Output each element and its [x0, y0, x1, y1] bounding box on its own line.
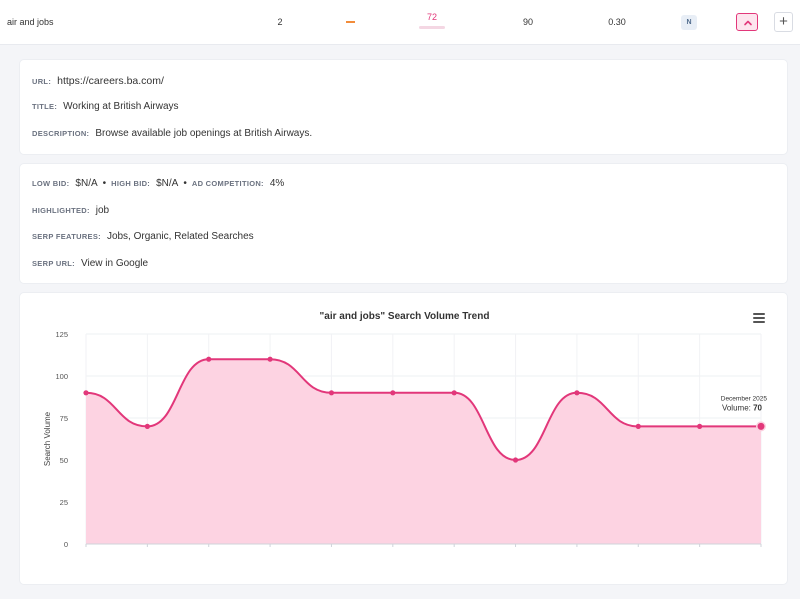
y-axis-title: Search Volume: [43, 411, 52, 466]
cpc-value: 0.30: [608, 17, 626, 27]
page-info-card: URL: https://careers.ba.com/ TITLE: Workin…: [19, 59, 788, 155]
collapse-button[interactable]: [736, 13, 758, 31]
keyword-text[interactable]: air and jobs: [7, 17, 54, 27]
title-line: TITLE: Working at British Airways: [32, 101, 179, 112]
bids-line: LOW BID: $N/A • HIGH BID: $N/A • AD COMPETITIO…: [32, 178, 284, 189]
low-bid-label: LOW BID:: [32, 179, 70, 188]
title-value: Working at British Airways: [63, 101, 179, 112]
data-point: [328, 390, 335, 396]
y-tick-label: 75: [60, 414, 68, 423]
ad-competition-value: 4%: [269, 178, 285, 189]
add-button[interactable]: +: [774, 12, 793, 32]
y-tick-label: 125: [55, 330, 68, 339]
view-in-google-link[interactable]: View in Google: [80, 258, 149, 269]
trend-chart-card: "air and jobs" Search Volume Trend 0 25 50…: [19, 292, 788, 585]
data-point: [267, 356, 273, 362]
position-value: 2: [277, 17, 283, 27]
url-line: URL: https://careers.ba.com/: [32, 75, 164, 87]
keyword-row: air and jobs 2 72 90 0.30 N +: [0, 0, 800, 45]
data-point: [635, 423, 641, 429]
title-label: TITLE:: [32, 102, 58, 111]
description-value: Browse available job openings at British…: [95, 128, 313, 139]
y-tick-label: 50: [60, 456, 68, 465]
description-label: DESCRIPTION:: [32, 129, 90, 138]
serp-features-value: Jobs, Organic, Related Searches: [106, 231, 254, 242]
change-dash: [346, 21, 355, 23]
serp-url-label: SERP URL:: [32, 259, 75, 268]
low-bid-value: $N/A: [75, 178, 98, 189]
data-point: [757, 422, 765, 430]
separator-dot: •: [102, 178, 107, 189]
data-point: [83, 390, 89, 396]
data-point: [144, 423, 150, 429]
highlighted-label: HIGHLIGHTED:: [32, 206, 90, 215]
data-point: [451, 390, 457, 396]
url-label: URL:: [32, 77, 52, 86]
kd-value: 72: [426, 12, 437, 22]
series-area: [86, 359, 761, 544]
serp-url-line: SERP URL: View in Google: [32, 258, 148, 269]
high-bid-value: $N/A: [156, 178, 179, 189]
y-tick-label: 25: [60, 498, 68, 507]
hamburger-menu-icon[interactable]: [753, 313, 765, 323]
highlighted-value: job: [95, 205, 110, 216]
tooltip-label: December 2025: [721, 395, 768, 402]
series-line: [85, 358, 761, 462]
highlighted-line: HIGHLIGHTED: job: [32, 205, 109, 216]
data-point: [206, 356, 212, 362]
serp-features-label: SERP FEATURES:: [32, 232, 101, 241]
plus-icon: +: [779, 13, 788, 30]
trend-chart: 0 25 50 75 100 125 Search Volume December 2025V…: [43, 330, 768, 549]
url-value[interactable]: https://careers.ba.com/: [57, 75, 164, 87]
y-tick-label: 100: [55, 372, 68, 381]
kd-bar: [419, 26, 445, 29]
serp-features-line: SERP FEATURES: Jobs, Organic, Related Sea…: [32, 231, 254, 242]
ad-competition-label: AD COMPETITION:: [191, 179, 264, 188]
chart-title: "air and jobs" Search Volume Trend: [319, 311, 490, 322]
intent-badge: N: [681, 15, 697, 30]
y-tick-label: 0: [64, 540, 68, 549]
data-point: [574, 390, 580, 396]
tooltip-value: Volume: 70: [722, 403, 763, 412]
description-line: DESCRIPTION: Browse available job opening…: [32, 128, 312, 139]
volume-value: 90: [522, 17, 533, 27]
high-bid-label: HIGH BID:: [111, 179, 151, 188]
chevron-up-icon: [744, 20, 752, 26]
data-point: [697, 423, 703, 429]
separator-dot: •: [183, 178, 187, 189]
data-point: [390, 390, 396, 396]
data-point: [512, 457, 519, 463]
serp-info-card: LOW BID: $N/A • HIGH BID: $N/A • AD COMPETITIO…: [19, 163, 788, 284]
